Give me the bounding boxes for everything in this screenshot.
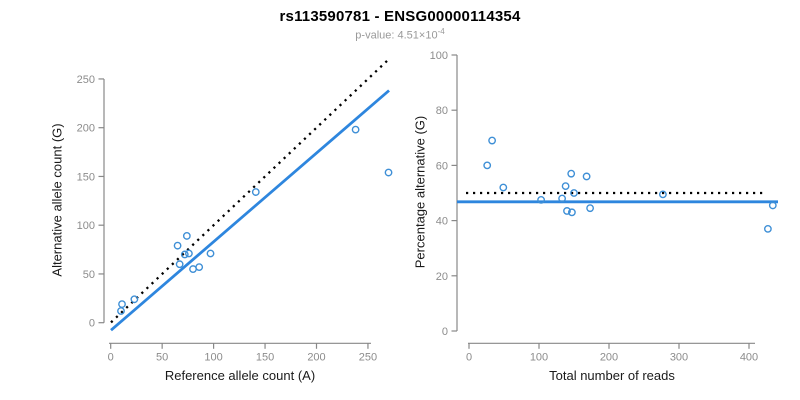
right-data-point — [483, 161, 492, 170]
pvalue-exponent: -4 — [437, 27, 445, 36]
right-y-tick-label: 100 — [430, 50, 448, 62]
left-y-tick-label: 150 — [77, 171, 95, 183]
right-y-tick-label: 40 — [436, 216, 448, 228]
left-y-tick-label: 50 — [83, 269, 95, 281]
right-data-point — [570, 189, 578, 197]
left-data-point — [182, 232, 191, 240]
left-x-tick-label: 100 — [204, 351, 222, 363]
right-data-point — [568, 208, 576, 217]
left-data-point — [130, 295, 139, 304]
left-data-point — [117, 307, 125, 315]
right-y-tick-label: 60 — [436, 160, 448, 172]
left-identity-line — [110, 58, 390, 324]
pvalue-base: 4.51×10 — [397, 29, 438, 42]
right-x-tick-label: 400 — [740, 351, 758, 363]
right-data-point — [567, 169, 576, 178]
right-data-point — [558, 194, 566, 203]
left-y-tick-label: 100 — [77, 220, 95, 232]
right-xaxis-title: Total number of reads — [549, 368, 675, 383]
right-data-point — [488, 136, 496, 145]
left-data-point — [189, 265, 197, 273]
right-data-point — [582, 172, 591, 181]
left-data-point — [185, 249, 193, 258]
left-data-point — [206, 249, 215, 258]
right-data-point — [768, 201, 777, 210]
pvalue-subtitle: p-value: 4.51×10-4 — [0, 27, 800, 42]
left-y-tick-label: 250 — [77, 74, 95, 86]
left-x-tick-label: 150 — [256, 351, 274, 363]
right-x-tick-label: 100 — [530, 351, 548, 363]
right-data-point — [563, 207, 571, 215]
right-yaxis-title: Percentage alternative (G) — [412, 115, 428, 269]
right-data-point — [659, 190, 667, 199]
right-x-tick-label: 200 — [600, 351, 618, 363]
pvalue-prefix: p-value: — [355, 29, 398, 42]
left-yaxis-title: Alternative allele count (G) — [49, 123, 65, 277]
figure-title: rs113590781 - ENSG00000114354 — [279, 8, 521, 25]
left-data-point — [195, 263, 204, 272]
left-data-point — [351, 125, 360, 134]
left-y-tick-label: 0 — [89, 318, 95, 330]
left-x-tick-label: 250 — [359, 351, 377, 363]
right-y-tick-label: 80 — [436, 105, 448, 117]
right-data-point — [499, 183, 508, 192]
left-data-point — [384, 168, 393, 177]
left-data-point — [180, 250, 189, 259]
right-y-tick-label: 0 — [442, 326, 448, 338]
left-data-point — [251, 188, 260, 196]
left-y-tick-label: 200 — [77, 123, 95, 135]
left-x-tick-label: 50 — [156, 351, 168, 363]
left-x-tick-label: 200 — [307, 351, 325, 363]
left-data-point — [175, 260, 184, 269]
left-x-tick-label: 0 — [108, 351, 114, 363]
right-data-point — [586, 204, 594, 213]
right-data-point — [561, 182, 570, 191]
right-x-tick-label: 0 — [466, 351, 472, 363]
right-data-point — [537, 195, 545, 204]
left-data-point — [118, 300, 126, 309]
right-data-point — [764, 224, 772, 233]
right-x-tick-label: 300 — [670, 351, 688, 363]
left-xaxis-title: Reference allele count (A) — [164, 368, 316, 383]
right-y-tick-label: 20 — [436, 271, 448, 283]
left-data-point — [173, 241, 182, 250]
left-fit-line — [110, 89, 390, 332]
